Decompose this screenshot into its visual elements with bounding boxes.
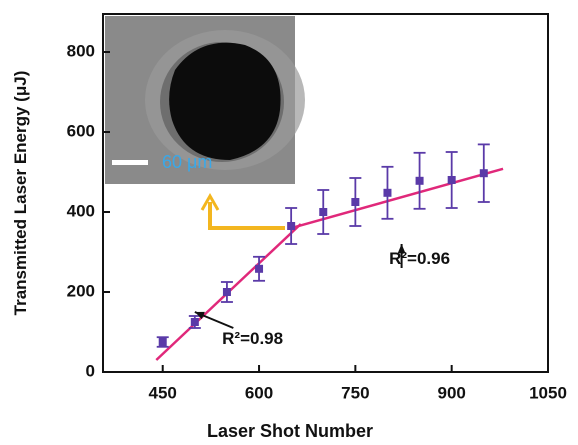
data-point [351,198,360,206]
x-tick-label: 900 [437,383,465,402]
plot-frame [102,13,549,373]
data-point [190,318,199,326]
data-point [287,222,296,230]
arrow-head [194,311,205,320]
arrow-head [397,244,406,254]
inset-image [105,16,305,184]
data-point [447,176,456,184]
x-tick-label: 1050 [529,383,567,402]
data-point [415,176,424,185]
data-point [479,169,488,178]
x-tick-label: 750 [341,383,369,402]
y-tick-label: 600 [67,121,95,140]
data-point [222,288,231,296]
data-point [158,338,167,346]
y-tick-label: 200 [67,281,95,300]
annotation: R²=0.98 [222,329,283,348]
x-axis-label: Laser Shot Number [207,421,373,441]
y-axis-label: Transmitted Laser Energy (μJ) [11,71,30,316]
y-tick-label: 800 [67,41,95,60]
data-point [319,208,328,216]
data-point [383,188,392,197]
inset-scale-label: 60 μm [162,152,212,172]
x-tick-label: 450 [149,383,177,402]
callout-arrow [200,192,285,230]
x-tick-label: 600 [245,383,273,402]
data-point [255,264,264,273]
y-tick-label: 0 [86,361,95,380]
y-tick-label: 400 [67,201,95,220]
fit-line [294,167,504,229]
annotation: R²=0.96 [389,249,450,268]
